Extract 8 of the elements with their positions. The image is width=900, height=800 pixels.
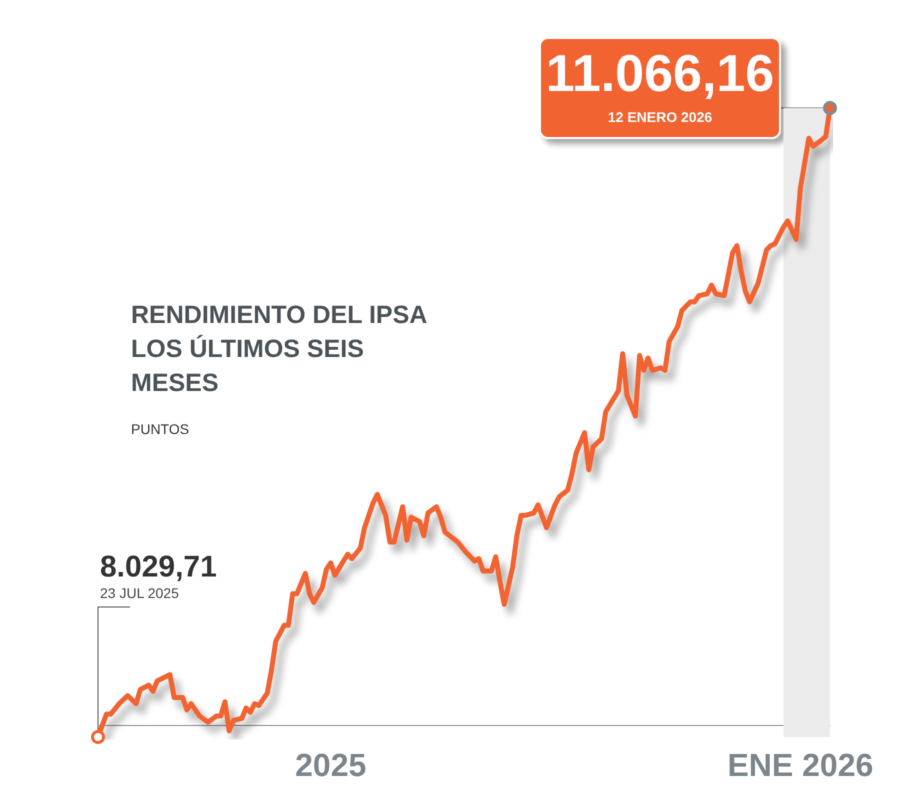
- annotation: 23 JUL 2025: [100, 585, 180, 601]
- x-tick-label: 2025: [295, 747, 366, 783]
- x-tick-label: ENE 2026: [727, 747, 874, 783]
- annotation: 11.066,16: [546, 45, 774, 103]
- annotation: 8.029,71: [100, 550, 217, 584]
- annotation: 12 ENERO 2026: [608, 109, 712, 125]
- text: RENDIMIENTO DEL IPSA LOS ÚLTIMOS SEIS MESES: [131, 301, 434, 397]
- text: PUNTOS: [131, 421, 190, 437]
